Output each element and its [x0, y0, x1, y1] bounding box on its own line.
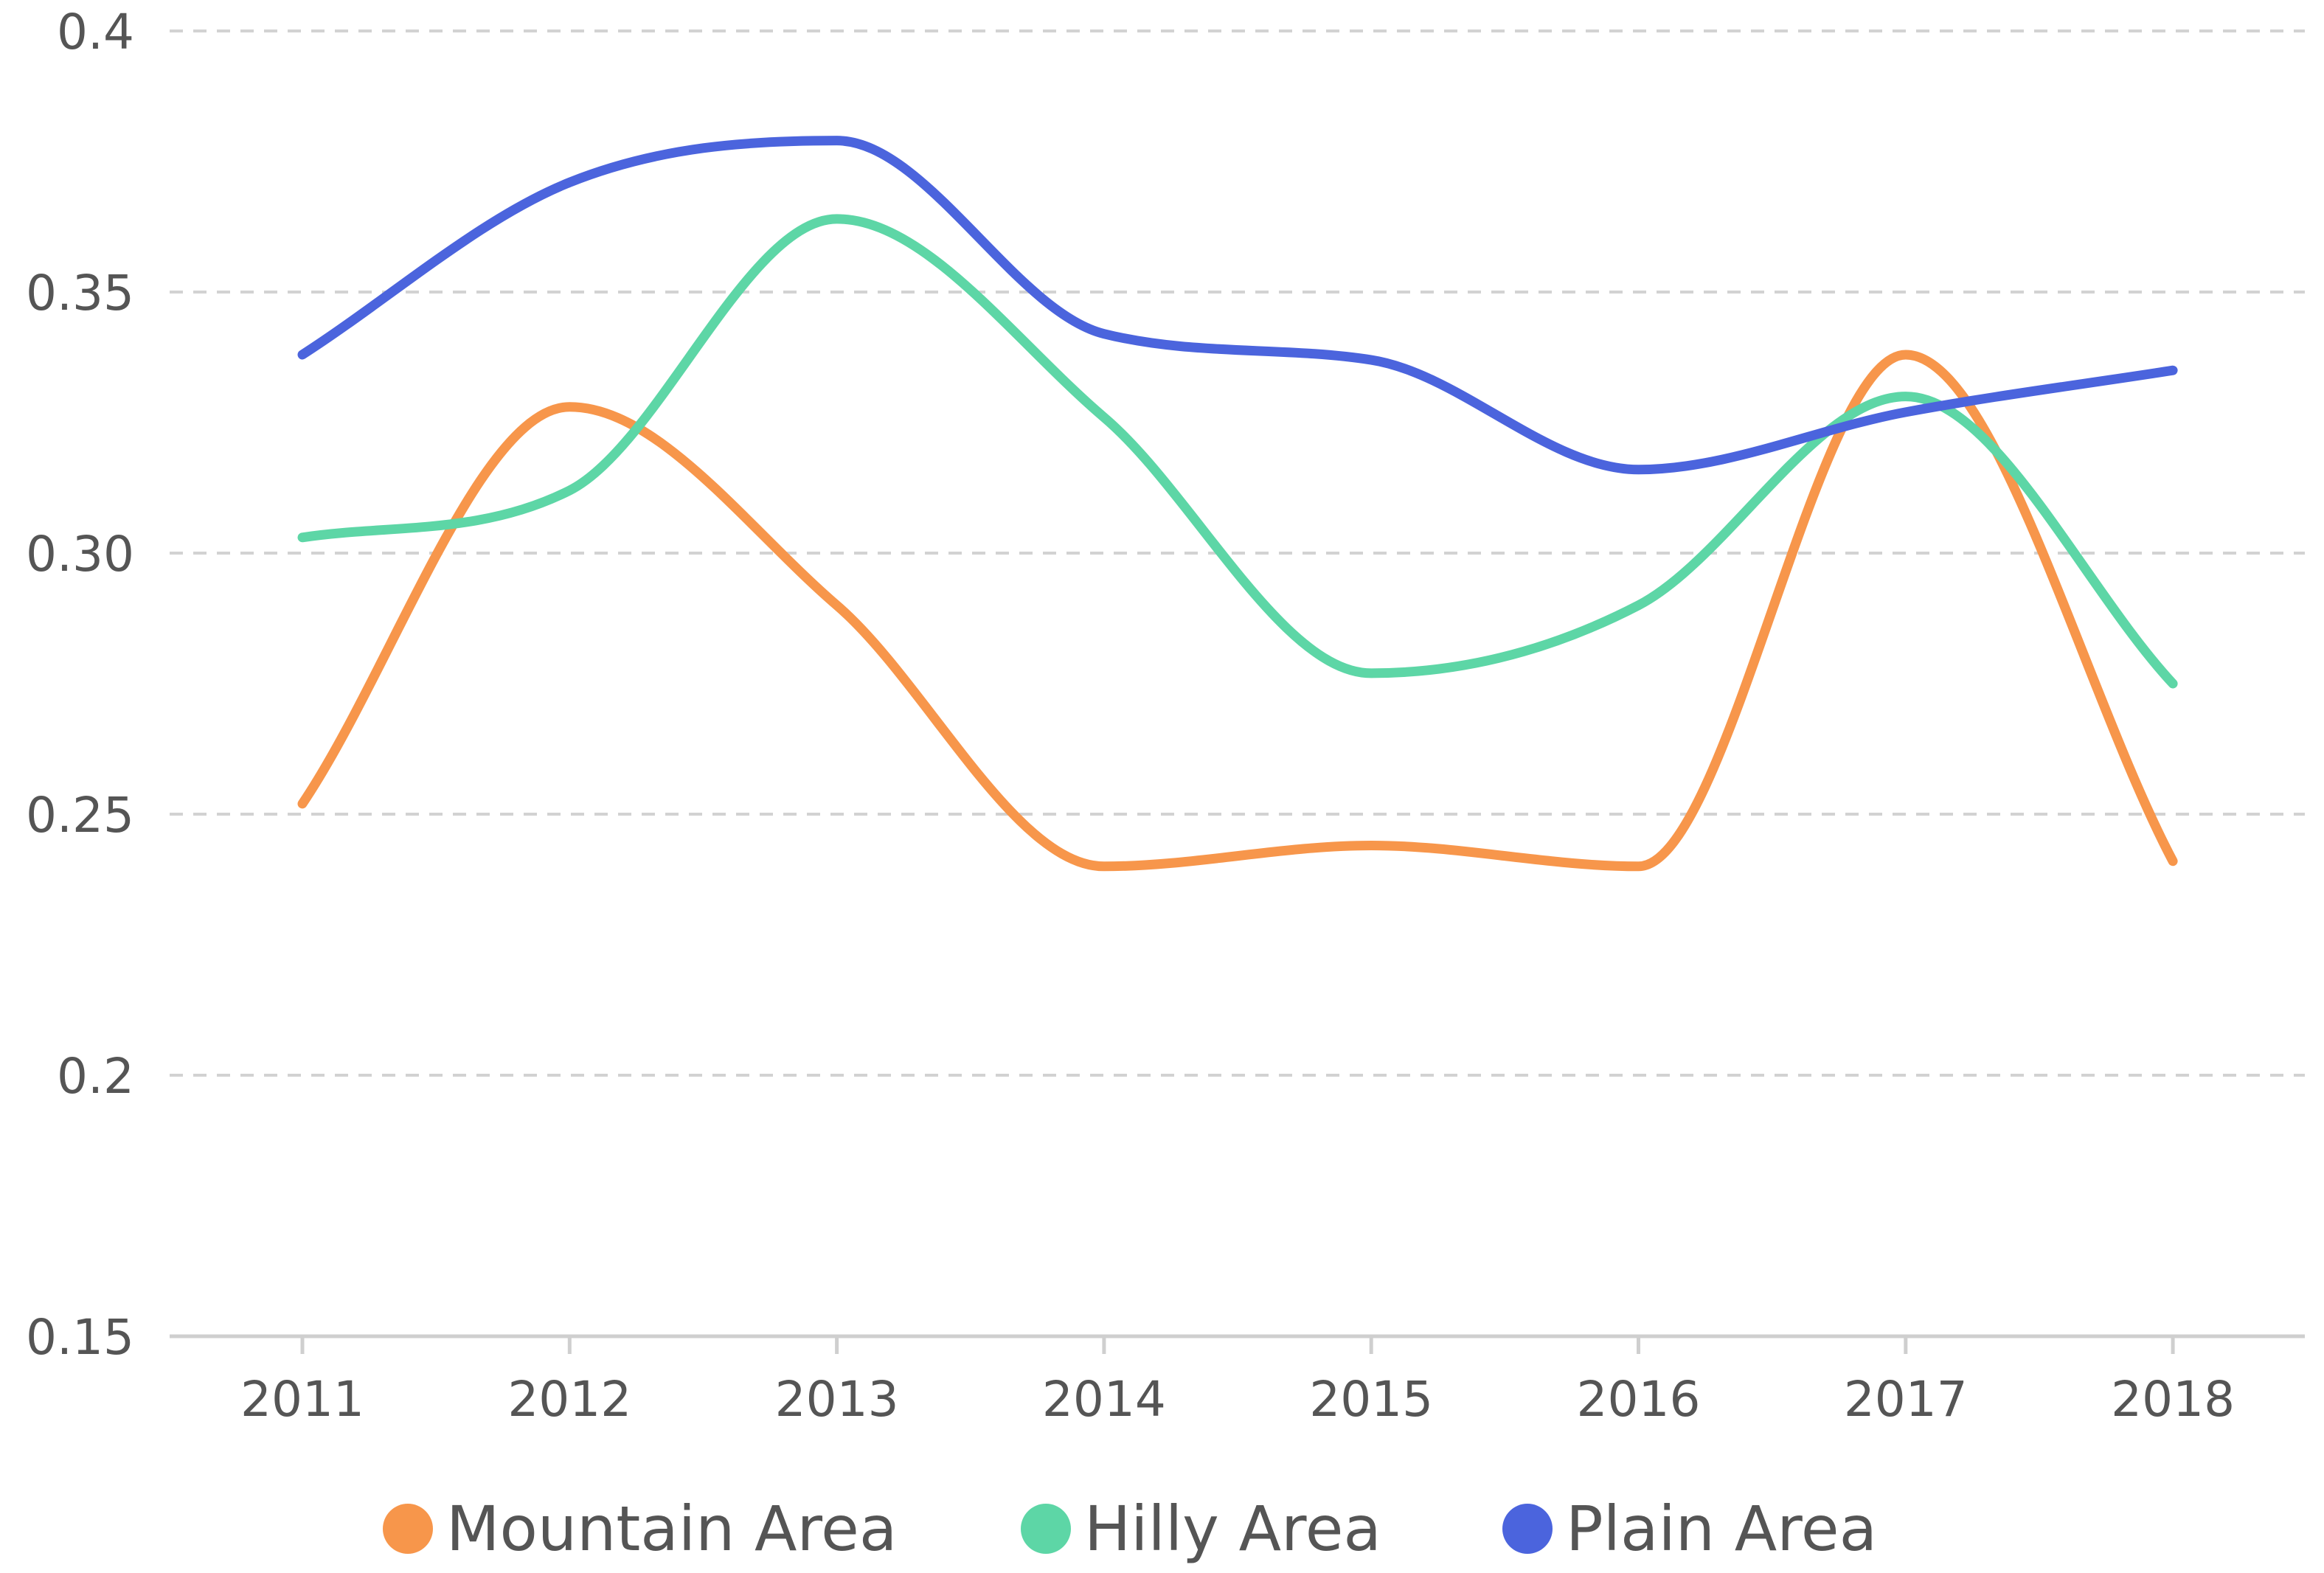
series-lines [297, 136, 2178, 872]
y-axis-ticks: 0.15 0.2 0.25 0.30 0.35 0.4 [26, 4, 134, 1366]
y-tick-label: 0.30 [26, 526, 134, 583]
legend-marker-hilly-area [1021, 1504, 1071, 1554]
x-tick-label: 2011 [240, 1371, 364, 1428]
y-tick-label: 0.2 [57, 1048, 134, 1105]
x-axis-ticks: 2011 2012 2013 2014 2015 2016 2017 2018 [240, 1336, 2235, 1428]
y-tick-label: 0.25 [26, 787, 134, 844]
x-tick-label: 2016 [1577, 1371, 1701, 1428]
x-tick-label: 2013 [775, 1371, 899, 1428]
series-line-plain-area [297, 136, 2178, 475]
y-tick-label: 0.15 [26, 1309, 134, 1366]
x-tick-label: 2018 [2111, 1371, 2235, 1428]
legend-label-plain-area: Plain Area [1566, 1493, 1877, 1565]
x-tick-label: 2014 [1042, 1371, 1166, 1428]
x-tick-label: 2015 [1309, 1371, 1433, 1428]
legend-label-hilly-area: Hilly Area [1084, 1493, 1381, 1565]
y-tick-label: 0.4 [57, 4, 134, 60]
y-tick-label: 0.35 [26, 265, 134, 322]
legend: Mountain Area Hilly Area Plain Area [383, 1493, 1877, 1565]
legend-marker-plain-area [1502, 1504, 1553, 1554]
x-tick-label: 2017 [1844, 1371, 1968, 1428]
x-tick-label: 2012 [507, 1371, 631, 1428]
grid-lines [170, 29, 2305, 1077]
legend-label-mountain-area: Mountain Area [446, 1493, 897, 1565]
series-line-mountain-area [297, 350, 2178, 872]
legend-marker-mountain-area [383, 1504, 433, 1554]
series-line-hilly-area [297, 214, 2178, 689]
